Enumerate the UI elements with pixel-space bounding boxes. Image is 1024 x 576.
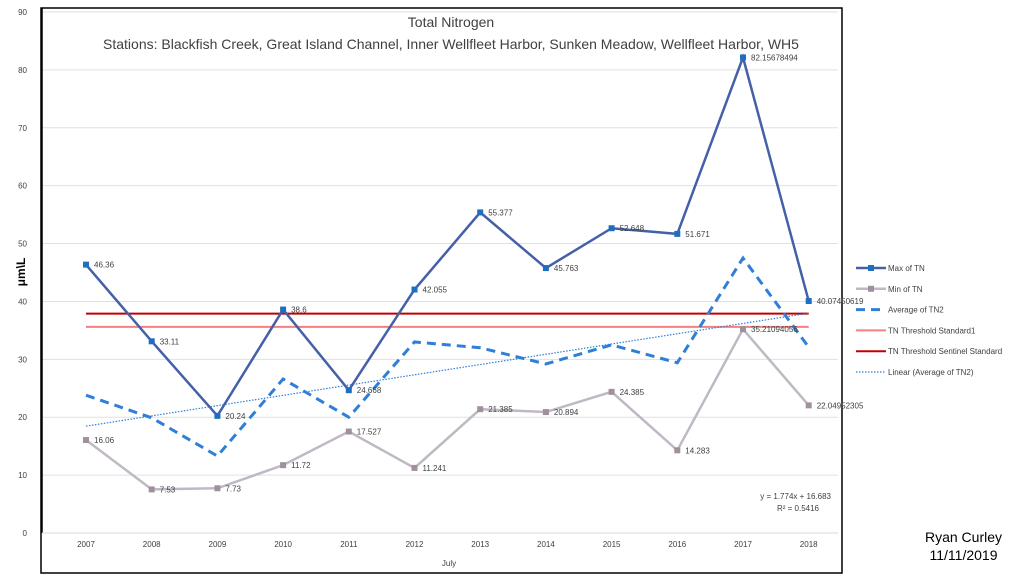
y-tick-label: 20 [18, 413, 27, 422]
data-point [542, 265, 549, 272]
signature: Ryan Curley 11/11/2019 [925, 528, 1002, 564]
legend-label: Average of TN2 [888, 306, 944, 315]
signature-date: 11/11/2019 [929, 547, 998, 563]
data-label: 33.11 [160, 337, 180, 346]
data-point [148, 486, 155, 493]
data-point [411, 286, 418, 293]
data-point [608, 225, 615, 232]
data-point [280, 306, 287, 313]
y-tick-label: 50 [18, 240, 27, 249]
y-tick-label: 0 [23, 529, 28, 538]
trend-equation: y = 1.774x + 16.683 [760, 492, 831, 501]
data-point [280, 462, 287, 469]
data-label: 21.385 [488, 405, 513, 414]
legend-label: TN Threshold Standard1 [888, 326, 976, 335]
trend-r2: R² = 0.5416 [777, 504, 820, 513]
data-label: 20.24 [225, 412, 246, 421]
x-tick-label: 2011 [340, 540, 358, 549]
x-tick-label: 2012 [406, 540, 424, 549]
data-point [805, 298, 812, 305]
data-point [608, 388, 615, 395]
data-label: 22.04952305 [817, 401, 864, 410]
legend-marker [868, 265, 874, 271]
legend-label: Max of TN [888, 264, 925, 273]
data-label: 52.648 [620, 224, 645, 233]
series-line-max-of-tn [85, 53, 810, 418]
x-tick-label: 2017 [734, 540, 752, 549]
series-line-average-of-tn2 [85, 255, 810, 458]
x-tick-label: 2018 [800, 540, 818, 549]
x-tick-label: 2016 [668, 540, 686, 549]
data-point [805, 402, 812, 409]
data-point [214, 485, 221, 492]
data-point [345, 387, 352, 394]
y-tick-label: 30 [18, 355, 27, 364]
data-label: 55.377 [488, 208, 513, 217]
data-point [477, 209, 484, 216]
data-label: 46.36 [94, 261, 115, 270]
data-label: 82.15678494 [751, 53, 798, 62]
legend-label: TN Threshold Sentinel Standard [888, 347, 1002, 356]
data-label: 7.73 [225, 484, 241, 493]
data-point [477, 406, 484, 413]
data-point [148, 338, 155, 345]
data-label: 42.055 [423, 286, 448, 295]
legend: Max of TN Min of TN Average of TN2 TN Thres… [856, 264, 1002, 377]
data-label: 20.894 [554, 408, 579, 417]
data-label: 51.671 [685, 230, 710, 239]
chart-title: Total Nitrogen [408, 14, 494, 30]
data-point [674, 447, 681, 454]
data-label: 17.527 [357, 428, 382, 437]
series-line-min-of-tn [85, 326, 810, 491]
legend-label: Linear (Average of TN2) [888, 368, 974, 377]
y-tick-label: 70 [18, 124, 27, 133]
data-label: 7.53 [160, 485, 176, 494]
data-label: 16.06 [94, 436, 115, 445]
data-label: 38.6 [291, 306, 307, 315]
data-point [542, 409, 549, 416]
data-label: 40.07450619 [817, 297, 864, 306]
data-point [345, 428, 352, 435]
y-tick-label: 60 [18, 182, 27, 191]
y-axis-label: μm\L [14, 258, 28, 287]
data-point [83, 437, 89, 444]
data-label: 35.21094056 [751, 325, 798, 334]
x-tick-label: 2007 [77, 540, 95, 549]
legend-label: Min of TN [888, 285, 923, 294]
x-tick-label: 2009 [209, 540, 227, 549]
data-label: 14.283 [685, 446, 710, 455]
data-label: 24.668 [357, 386, 382, 395]
data-point [674, 230, 681, 237]
data-label: 11.72 [291, 461, 311, 470]
chart-subtitle: Stations: Blackfish Creek, Great Island … [103, 36, 799, 52]
y-tick-label: 40 [18, 297, 27, 306]
data-point [83, 261, 89, 268]
y-tick-label: 10 [18, 471, 27, 480]
data-point [411, 464, 418, 471]
chart-border [40, 7, 843, 574]
signature-name: Ryan Curley [924, 529, 1002, 545]
x-tick-label: 2010 [274, 540, 292, 549]
y-tick-label: 90 [18, 8, 27, 17]
series-line-linear-average-of-tn2- [85, 312, 809, 427]
x-tick-label: 2015 [603, 540, 621, 549]
y-tick-label: 80 [18, 66, 27, 75]
x-axis-label: July [442, 559, 456, 568]
data-label: 11.241 [423, 464, 447, 473]
data-label: 24.385 [620, 388, 645, 397]
data-point [740, 326, 746, 333]
data-label: 45.763 [554, 264, 579, 273]
x-tick-label: 2013 [471, 540, 489, 549]
data-point [214, 412, 221, 419]
x-tick-label: 2014 [537, 540, 555, 549]
x-tick-label: 2008 [143, 540, 161, 549]
legend-marker [868, 285, 874, 292]
data-point [740, 54, 746, 61]
